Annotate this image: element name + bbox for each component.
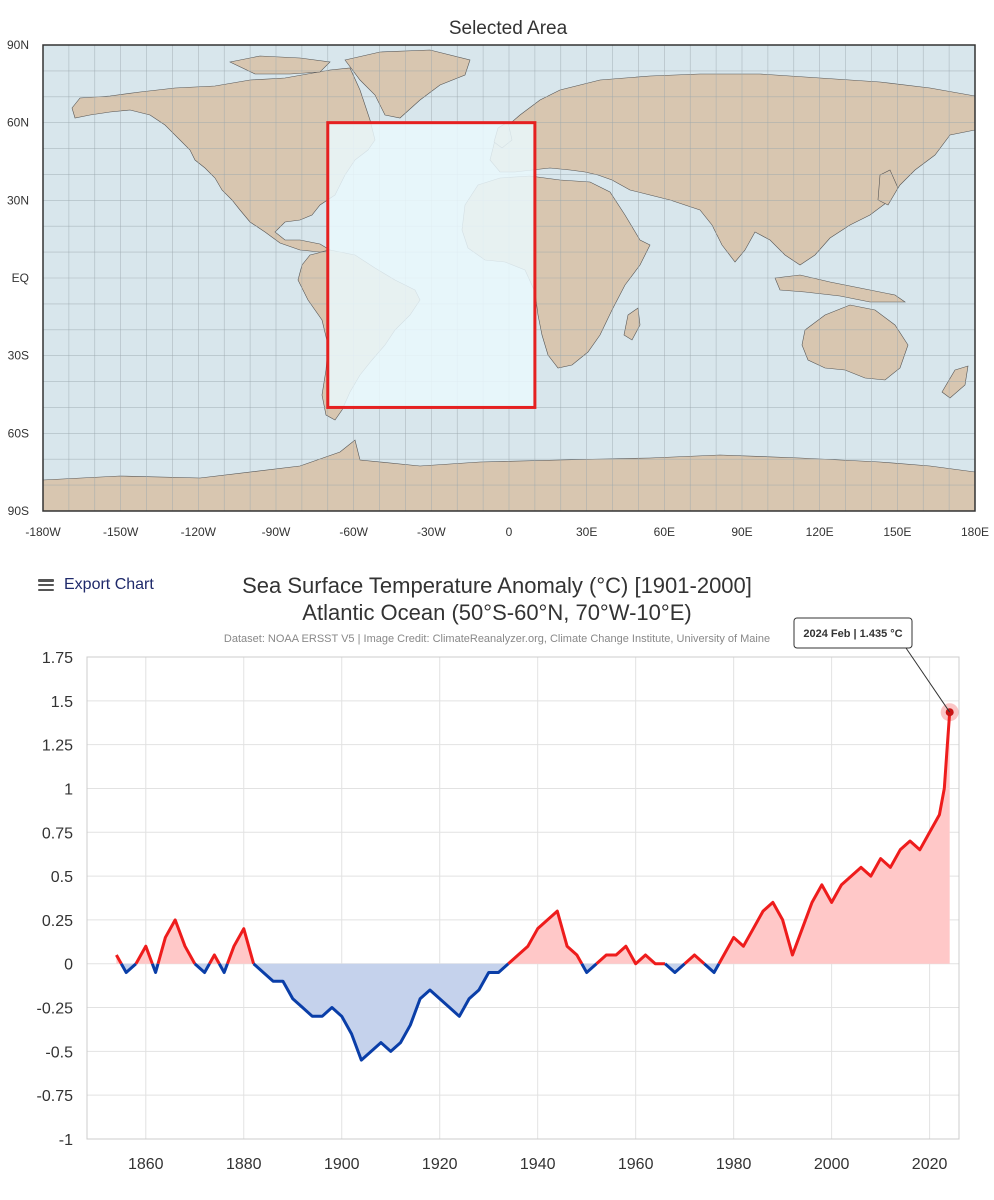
x-tick-label: 1940: [520, 1156, 556, 1173]
positive-anomaly-line: [717, 712, 952, 965]
chart-title-block: Sea Surface Temperature Anomaly (°C) [19…: [0, 572, 994, 626]
x-tick-label: 1960: [618, 1156, 654, 1173]
negative-anomaly-area: [253, 963, 509, 1061]
selected-area-map: 90N 60N 30N EQ 30S 60S 90S -180W -150W -120W -90W…: [7, 38, 989, 539]
longitude-label: -90W: [262, 525, 291, 539]
tooltip: 2024 Feb | 1.435 °C: [793, 617, 951, 713]
negative-anomaly-area: [665, 963, 685, 973]
latitude-labels: 90N 60N 30N EQ 30S 60S 90S: [7, 38, 29, 518]
map-title: Selected Area: [448, 18, 568, 39]
longitude-labels: -180W -150W -120W -90W -60W -30W 0 30E 60E 90E 120…: [25, 525, 989, 539]
longitude-label: 60E: [654, 525, 675, 539]
y-tick-label: 1: [64, 781, 73, 798]
anomaly-chart: -1 -0.75 -0.5 -0.25 0 0.25 0.5 0.75 1 1.25 1.5 1.75…: [37, 617, 960, 1173]
longitude-label: 150E: [883, 525, 911, 539]
north-america-land: [71, 67, 376, 253]
indonesia-land: [774, 274, 906, 303]
tooltip-leader-line: [905, 647, 951, 713]
y-tick-label: -1: [59, 1132, 73, 1149]
positive-anomaly-area: [684, 954, 705, 964]
longitude-label: 120E: [806, 525, 834, 539]
x-tick-label: 1900: [324, 1156, 360, 1173]
eurasia-land: [489, 73, 975, 266]
x-tick-label: 1920: [422, 1156, 458, 1173]
australia-land: [801, 304, 909, 381]
positive-anomaly-line: [683, 953, 706, 965]
highlight-point[interactable]: [945, 708, 954, 717]
y-tick-label: 1.25: [42, 738, 73, 755]
positive-anomaly-line: [507, 909, 584, 965]
negative-anomaly-line: [703, 962, 721, 974]
positive-anomaly-line: [595, 944, 666, 966]
chart-subtitle: Atlantic Ocean (50°S-60°N, 70°W-10°E): [302, 600, 692, 625]
positive-anomaly-line: [156, 918, 197, 965]
positive-anomaly-line: [208, 953, 221, 965]
hamburger-menu-icon: [38, 579, 54, 591]
y-tick-label: 0.75: [42, 825, 73, 842]
longitude-label: 90E: [731, 525, 752, 539]
negative-anomaly-line: [193, 962, 211, 974]
selected-region-box[interactable]: [326, 121, 537, 409]
longitude-label: -30W: [417, 525, 446, 539]
positive-anomaly-line: [226, 927, 256, 965]
positive-anomaly-line: [115, 954, 123, 965]
tooltip-box: [793, 617, 913, 649]
chart-title: Sea Surface Temperature Anomaly (°C) [19…: [242, 573, 752, 598]
madagascar-land: [623, 307, 641, 341]
y-tick-label: -0.25: [37, 1001, 74, 1018]
export-chart-label: Export Chart: [64, 576, 154, 593]
positive-anomaly-area: [158, 919, 195, 964]
latitude-label: EQ: [12, 271, 29, 285]
x-tick-label: 2000: [814, 1156, 850, 1173]
highlight-marker-group: [940, 703, 959, 722]
negative-anomaly-line: [119, 962, 137, 974]
negative-anomaly-line: [252, 962, 510, 1062]
negative-anomaly-line: [580, 962, 598, 974]
greenland-land: [344, 49, 471, 119]
latitude-label: 60S: [8, 426, 29, 440]
longitude-label: 180E: [961, 525, 989, 539]
positive-anomaly-area: [718, 712, 950, 964]
y-tick-label: 0: [64, 957, 73, 974]
latitude-label: 60N: [7, 116, 29, 130]
latitude-label: 30N: [7, 193, 29, 207]
y-axis-labels: -1 -0.75 -0.5 -0.25 0 0.25 0.5 0.75 1 1.25 1.5 1.75: [37, 650, 74, 1149]
x-tick-label: 2020: [912, 1156, 948, 1173]
y-tick-label: -0.5: [45, 1044, 73, 1061]
negative-anomaly-line: [664, 962, 686, 974]
positive-anomaly-area: [227, 928, 254, 964]
positive-anomaly-area: [508, 911, 582, 964]
plot-frame: [86, 656, 960, 1140]
y-tick-label: 1.75: [42, 650, 73, 667]
y-tick-label: 0.25: [42, 913, 73, 930]
japan-land: [877, 169, 899, 206]
export-chart-button[interactable]: Export Chart: [38, 576, 154, 594]
negative-anomaly-line: [150, 963, 160, 974]
latitude-label: 90S: [8, 504, 29, 518]
latitude-label: 30S: [8, 349, 29, 363]
longitude-label: 30E: [576, 525, 597, 539]
x-tick-label: 1860: [128, 1156, 164, 1173]
longitude-label: -120W: [181, 525, 217, 539]
chart-credit: Dataset: NOAA ERSST V5 | Image Credit: C…: [223, 633, 771, 645]
longitude-label: 0: [506, 525, 513, 539]
new-zealand-land: [941, 365, 969, 399]
longitude-label: -150W: [103, 525, 139, 539]
map-frame: [42, 44, 976, 512]
tooltip-label: 2024 Feb | 1.435 °C: [803, 628, 902, 640]
x-tick-label: 1980: [716, 1156, 752, 1173]
x-axis-labels: 1860 1880 1900 1920 1940 1960 1980 2000 2020: [128, 1156, 948, 1173]
latitude-label: 90N: [7, 38, 29, 52]
y-tick-label: 1.5: [51, 694, 73, 711]
chart-series-lines: [115, 712, 952, 1062]
longitude-label: -60W: [339, 525, 368, 539]
x-tick-label: 1880: [226, 1156, 262, 1173]
y-tick-label: 0.5: [51, 869, 73, 886]
arctic-islands-land: [229, 55, 331, 75]
positive-anomaly-line: [134, 944, 154, 965]
longitude-label: -180W: [25, 525, 61, 539]
y-tick-label: -0.75: [37, 1088, 74, 1105]
negative-anomaly-line: [217, 962, 229, 974]
